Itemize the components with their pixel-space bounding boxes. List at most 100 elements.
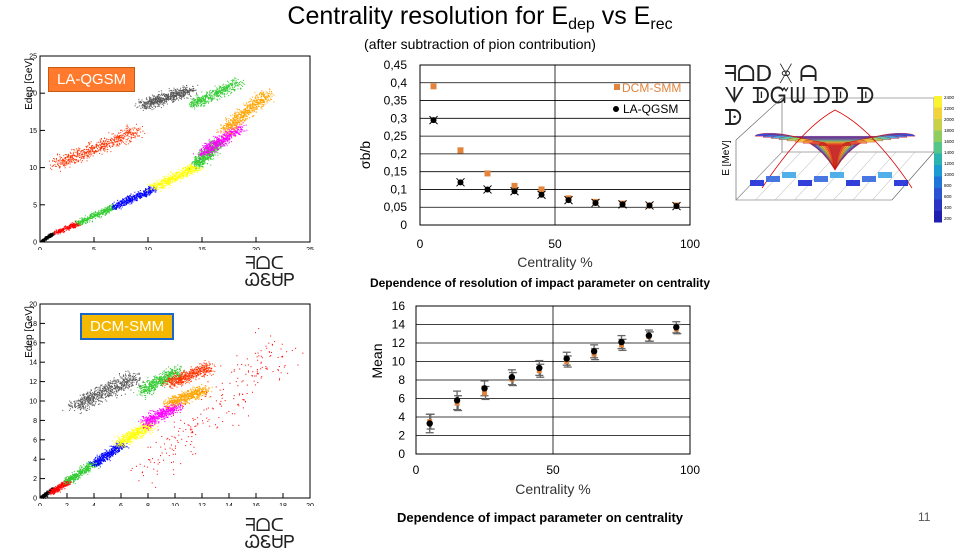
scatter-point <box>238 133 239 134</box>
scatter-point <box>232 122 233 123</box>
scatter-point <box>91 213 92 214</box>
scatter-point <box>194 109 195 110</box>
scatter-point <box>230 115 231 116</box>
scatter-point <box>197 163 198 164</box>
scatter-point <box>140 103 141 104</box>
scatter-point <box>149 187 150 188</box>
scatter-point <box>227 129 228 130</box>
scatter-point <box>197 172 198 173</box>
scatter-point <box>194 166 195 167</box>
scatter-point <box>204 149 205 150</box>
scatter-point <box>78 223 79 224</box>
scatter-point <box>193 104 194 105</box>
scatter-point <box>209 156 210 157</box>
scatter-point <box>269 96 270 97</box>
slide-title: Centrality resolution for Edep vs Erec <box>0 2 960 34</box>
scatter-point <box>131 202 132 203</box>
scatter-point <box>136 194 137 195</box>
scatter-point <box>60 233 61 234</box>
scatter-point <box>212 152 213 153</box>
scatter-point <box>113 206 114 207</box>
scatter-point <box>204 101 205 102</box>
scatter-point <box>261 99 262 100</box>
scatter-point <box>252 110 253 111</box>
scatter-point <box>142 104 143 105</box>
scatter-point <box>189 168 190 169</box>
scatter-point <box>162 183 163 184</box>
scatter-point <box>185 88 186 89</box>
scatter-point <box>242 113 243 114</box>
scatter-point <box>238 126 239 127</box>
scatter-point <box>151 186 152 187</box>
scatter-point <box>221 128 222 129</box>
scatter-point <box>148 186 149 187</box>
scatter-point <box>142 193 143 194</box>
scatter-point <box>223 130 224 131</box>
scatter-point <box>44 241 45 242</box>
scatter-point <box>153 96 154 97</box>
scatter-point <box>83 222 84 223</box>
scatter-point <box>241 114 242 115</box>
scatter-point <box>263 102 264 103</box>
scatter-point <box>136 196 137 197</box>
scatter-point <box>226 123 227 124</box>
scatter-point <box>159 185 160 186</box>
scatter-point <box>208 148 209 149</box>
scatter-point <box>150 108 151 109</box>
scatter-point <box>240 123 241 124</box>
scatter-point <box>202 96 203 97</box>
scatter-point <box>205 145 206 146</box>
scatter-point <box>229 129 230 130</box>
scatter-point <box>144 190 145 191</box>
scatter-point <box>201 98 202 99</box>
scatter-point <box>104 212 105 213</box>
scatter-point <box>261 104 262 105</box>
scatter-point <box>183 168 184 169</box>
scatter-point <box>79 224 80 225</box>
scatter-point <box>101 208 102 209</box>
scatter-point <box>131 196 132 197</box>
scatter-point <box>184 98 185 99</box>
scatter-point <box>226 119 227 120</box>
scatter-point <box>232 82 233 83</box>
scatter-point <box>192 101 193 102</box>
scatter-point <box>152 103 153 104</box>
scatter-point <box>231 84 232 85</box>
scatter-point <box>273 101 274 102</box>
scatter-point <box>65 165 66 166</box>
scatter-point <box>219 95 220 96</box>
scatter-point <box>207 163 208 164</box>
scatter-point <box>134 196 135 197</box>
scatter-point <box>265 93 266 94</box>
scatter-point <box>182 175 183 176</box>
scatter-point <box>237 112 238 113</box>
scatter-point <box>227 85 228 86</box>
scatter-point <box>205 162 206 163</box>
scatter-point <box>259 93 260 94</box>
scatter-point <box>203 151 204 152</box>
scatter-point <box>159 188 160 189</box>
scatter-point <box>135 105 136 106</box>
scatter-point <box>201 105 202 106</box>
scatter-point <box>254 107 255 108</box>
scatter-point <box>151 190 152 191</box>
scatter-point <box>187 90 188 91</box>
scatter-point <box>117 205 118 206</box>
scatter-point <box>167 103 168 104</box>
scatter-point <box>70 226 71 227</box>
scatter-point <box>235 121 236 122</box>
scatter-point <box>220 140 221 141</box>
scatter-point <box>206 148 207 149</box>
scatter-point <box>210 144 211 145</box>
scatter-point <box>203 167 204 168</box>
scatter-point <box>247 112 248 113</box>
scatter-point <box>228 134 229 135</box>
scatter-point <box>45 240 46 241</box>
scatter-point <box>265 99 266 100</box>
scatter-point <box>163 102 164 103</box>
scatter-point <box>155 188 156 189</box>
scatter-point <box>113 133 114 134</box>
scatter-point <box>111 209 112 210</box>
scatter-point <box>194 99 195 100</box>
scatter-point <box>234 134 235 135</box>
